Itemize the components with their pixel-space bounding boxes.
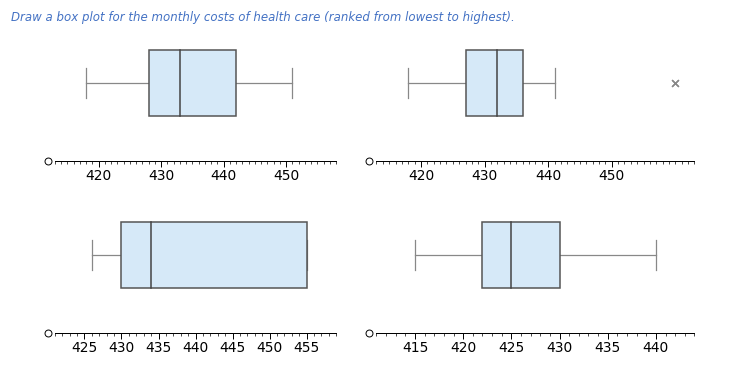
Bar	[482, 222, 559, 288]
Bar	[148, 50, 236, 116]
Text: Draw a box plot for the monthly costs of health care (ranked from lowest to high: Draw a box plot for the monthly costs of…	[11, 11, 515, 24]
Bar	[466, 50, 523, 116]
Bar	[121, 222, 306, 288]
